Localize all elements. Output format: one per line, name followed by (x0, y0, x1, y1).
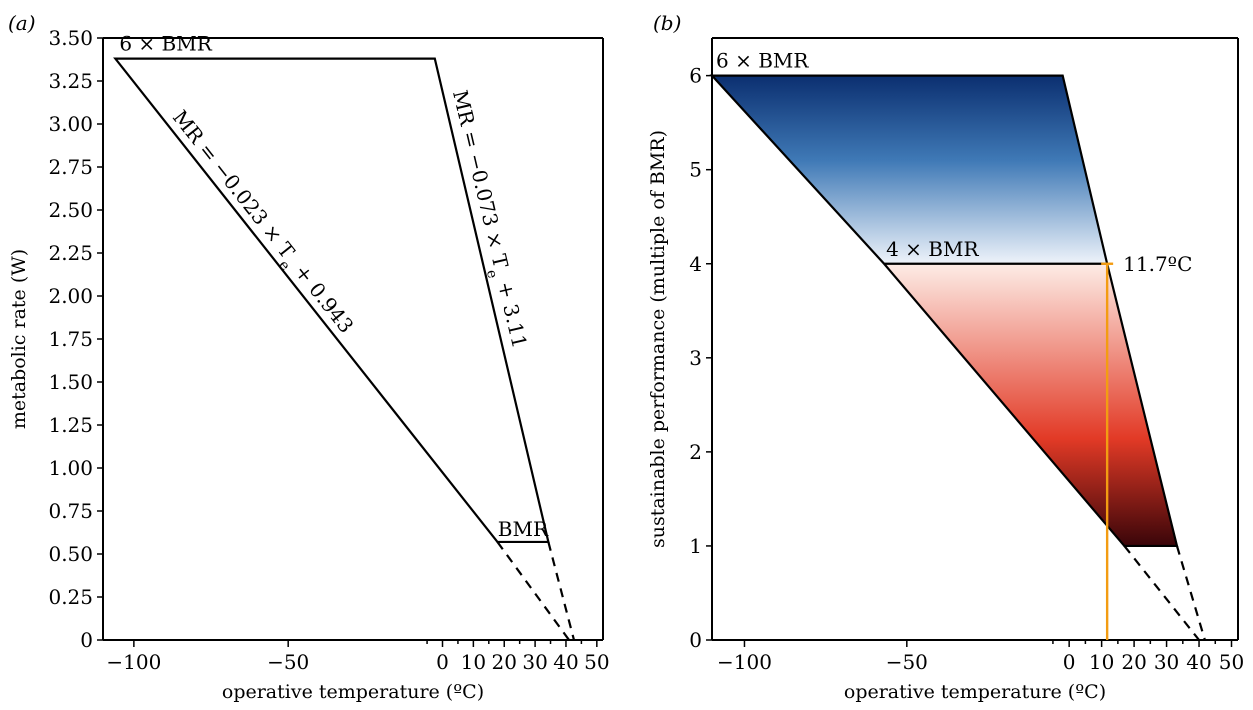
panel-a-extrapolation-line (547, 541, 576, 641)
panel-a-x-tick-label: 30 (522, 650, 547, 674)
panel-b-x-tick-label: −50 (886, 650, 928, 674)
panel-a-y-axis-title: metabolic rate (W) (8, 249, 30, 429)
panel-a-y-tick-label: 1.25 (48, 413, 93, 437)
panel-a-y-tick-label: 3.00 (48, 112, 93, 136)
panel-a-lines (113, 57, 576, 641)
panel-b-y-tick-label: 6 (689, 64, 702, 88)
panel-b-upper-label: 6 × BMR (716, 49, 809, 73)
panel-a-y-tick-label: 2.25 (48, 241, 93, 265)
panel-a-y-tick-label: 0.75 (48, 499, 93, 523)
panel-a-axes: 0 0.25 0.50 0.75 1.00 1.25 1.50 1.75 2.00 2.25 2.5… (48, 26, 609, 674)
panel-a-y-tick-label: 2.00 (48, 284, 93, 308)
panel-a-y-tick-label: 3.25 (48, 69, 93, 93)
panel-b-y-tick-label: 1 (689, 534, 702, 558)
panel-a-y-tick-label: 1.75 (48, 327, 93, 351)
panel-b-four-bmr-label: 4 × BMR (886, 237, 979, 261)
panel-a-y-tick-label: 2.75 (48, 155, 93, 179)
panel-b-annotations: 6 × BMR 4 × BMR 11.7ºC (716, 49, 1192, 276)
panel-b-marker-label: 11.7ºC (1123, 252, 1192, 276)
panel-b-y-tick-label: 2 (689, 440, 702, 464)
panel-a-upper-label: 6 × BMR (119, 32, 212, 56)
panel-b-x-tick-label: 40 (1186, 650, 1211, 674)
panel-a-y-tick-label: 0.25 (48, 585, 93, 609)
panel-b: (b) 0 1 2 3 4 5 6 −100 −50 0 10 20 30 40 50 sustainabl… (647, 11, 1244, 703)
panel-a-label: (a) (8, 11, 36, 35)
panel-a-x-tick-label: 20 (492, 650, 517, 674)
panel-a-y-tick-label: 0.50 (48, 542, 93, 566)
panel-b-x-tick-label: 30 (1154, 650, 1179, 674)
panel-b-x-tick-label: 50 (1219, 650, 1244, 674)
panel-a-x-tick-label: 10 (461, 650, 486, 674)
panel-a-y-tick-label: 2.50 (48, 198, 93, 222)
panel-a-bmr-label: BMR (498, 517, 549, 541)
panel-b-blue-region (712, 75, 1108, 264)
panel-b-y-axis-title: sustainable performance (multiple of BMR… (647, 130, 669, 548)
panel-a: (a) 0 0.25 0.50 0.75 1.00 1.25 1.50 1.75 2.00 2.2… (8, 11, 610, 703)
panel-b-x-axis-title: operative temperature (ºC) (844, 681, 1106, 703)
panel-a-x-tick-label: −100 (106, 650, 161, 674)
panel-b-fill-layer (712, 75, 1177, 546)
panel-a-extrapolation-line (496, 541, 570, 641)
panel-a-x-tick-label: 0 (436, 650, 449, 674)
panel-a-y-tick-label: 1.00 (48, 456, 93, 480)
panel-b-x-tick-label: 20 (1121, 650, 1146, 674)
panel-b-y-tick-label: 5 (689, 158, 702, 182)
panel-b-x-tick-label: −100 (717, 650, 772, 674)
panel-b-extrapolation-line (1123, 545, 1200, 641)
panel-b-extrapolation-line (1175, 545, 1206, 641)
panel-b-red-region (884, 263, 1177, 546)
panel-a-x-tick-label: 40 (553, 650, 578, 674)
panel-b-y-tick-label: 0 (689, 628, 702, 652)
panel-b-x-tick-label: 10 (1089, 650, 1114, 674)
panel-a-x-tick-label: 50 (584, 650, 609, 674)
panel-a-x-axis-title: operative temperature (ºC) (222, 681, 484, 703)
panel-b-lines (709, 74, 1206, 641)
panel-a-y-tick-label: 3.50 (48, 26, 93, 50)
panel-b-y-tick-label: 4 (689, 252, 702, 276)
panel-a-right-equation: MR = −0.073 × Te + 3.11 (441, 88, 532, 352)
panel-a-y-tick-label: 1.50 (48, 370, 93, 394)
panel-b-axes: 0 1 2 3 4 5 6 −100 −50 0 10 20 30 40 50 (689, 37, 1244, 674)
panel-a-left-equation: MR = −0.023 × Te + 0.943 (162, 105, 358, 341)
panel-a-annotations: 6 × BMR BMR MR = −0.023 × Te + 0.943 MR = −… (119, 32, 549, 541)
panel-b-x-tick-label: 0 (1063, 650, 1076, 674)
panel-b-label: (b) (653, 11, 681, 35)
panel-b-y-tick-label: 3 (689, 346, 702, 370)
panel-a-y-tick-label: 0 (80, 628, 93, 652)
panel-a-x-tick-label: −50 (267, 650, 309, 674)
